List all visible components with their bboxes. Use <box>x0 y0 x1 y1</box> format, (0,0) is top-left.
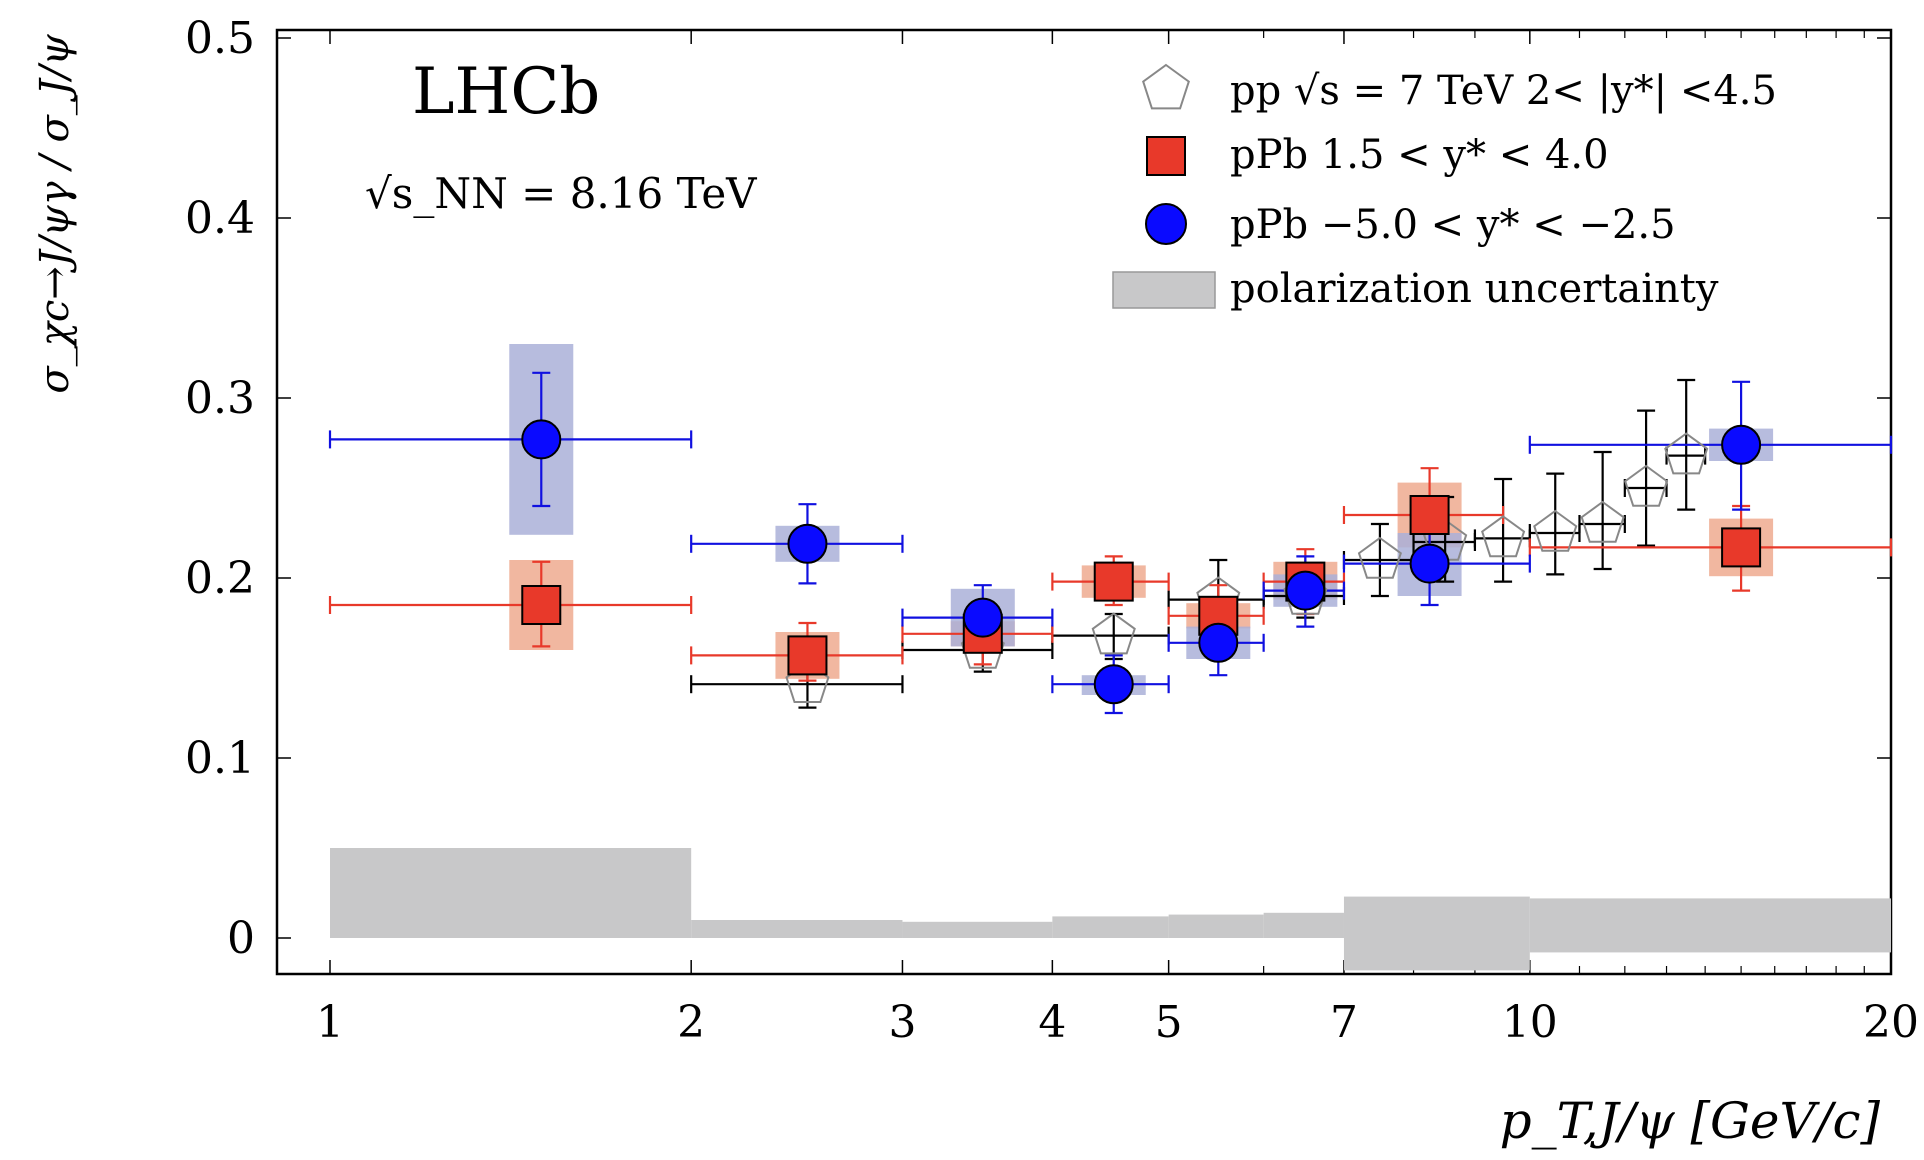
ppb-forward-data-point <box>787 635 828 676</box>
polarization-band-bin <box>1343 896 1530 971</box>
ppb-backward-data-point <box>787 523 828 564</box>
ppb-backward-data-point <box>521 419 562 460</box>
pp-data-point <box>1533 509 1578 552</box>
legend-label-pp: pp √s = 7 TeV 2< |y*| <4.5 <box>1230 68 1777 114</box>
x-axis-label: p_T,J/ψ [GeV/c] <box>1500 1092 1881 1150</box>
x-tick-label: 5 <box>1155 997 1183 1048</box>
ppb-backward-data-point <box>1409 543 1450 584</box>
ppb-backward-data-point <box>1721 424 1762 465</box>
legend-label-ppb-forward: pPb 1.5 < y* < 4.0 <box>1230 132 1609 178</box>
y-tick-label: 0.5 <box>185 13 255 64</box>
legend-marker-ppb-backward <box>1145 203 1187 245</box>
data-markers <box>521 419 1762 705</box>
ppb-forward-data-point <box>521 585 562 625</box>
pp-data-point <box>1624 464 1669 507</box>
systematic-boxes <box>509 344 1774 695</box>
tick-labels: 1 2 3 4 5 7 10 20 0 0.1 0.2 0.3 0.4 0.5 <box>185 13 1919 1048</box>
legend-label-polarization: polarization uncertainty <box>1230 266 1719 312</box>
y-axis-label-group: σ_χc→J/ψγ / σ_J/ψ <box>32 34 78 394</box>
y-tick-label: 0.2 <box>185 553 255 604</box>
polarization-band-bin <box>1529 898 1891 953</box>
pp-data-point <box>1091 612 1136 655</box>
ppb-forward-data-point <box>1093 561 1134 602</box>
polarization-band-bin <box>902 921 1053 938</box>
x-tick-label: 3 <box>888 997 916 1048</box>
ppb-forward-data-point <box>1721 527 1762 568</box>
pp-data-point <box>1664 432 1709 475</box>
pp-data-point <box>1580 500 1625 543</box>
pp-data-point <box>1481 515 1526 558</box>
ppb-forward-data-point <box>1409 495 1450 535</box>
ppb-backward-data-point <box>962 597 1003 638</box>
ppb-backward-data-point <box>1285 570 1326 611</box>
ppb-backward-data-point <box>1093 664 1134 705</box>
legend: pp √s = 7 TeV 2< |y*| <4.5 pPb 1.5 < y* … <box>1112 63 1777 312</box>
polarization-band <box>330 848 1891 971</box>
polarization-band-bin <box>330 848 692 938</box>
polarization-band-bin <box>1168 914 1264 938</box>
x-tick-label: 4 <box>1038 997 1066 1048</box>
x-tick-label: 10 <box>1502 997 1558 1048</box>
legend-marker-ppb-forward <box>1146 136 1186 176</box>
x-tick-label: 20 <box>1863 997 1919 1048</box>
legend-label-ppb-backward: pPb −5.0 < y* < −2.5 <box>1230 202 1676 248</box>
y-tick-label: 0 <box>227 913 255 964</box>
chart-subtitle: √s_NN = 8.16 TeV <box>365 169 757 218</box>
pp-data-point <box>1357 536 1402 579</box>
x-tick-label: 1 <box>316 997 344 1048</box>
legend-marker-pp <box>1142 63 1190 110</box>
y-tick-label: 0.4 <box>185 193 255 244</box>
y-axis-label: σ_χc→J/ψγ / σ_J/ψ <box>32 34 78 394</box>
polarization-band-bin <box>1052 916 1169 938</box>
x-tick-label: 7 <box>1330 997 1358 1048</box>
y-tick-label: 0.1 <box>185 733 255 784</box>
ppb-backward-data-point <box>1198 622 1239 663</box>
legend-marker-polarization <box>1112 271 1216 309</box>
polarization-band-bin <box>691 920 903 938</box>
chart-title: LHCb <box>412 55 600 129</box>
x-tick-label: 2 <box>677 997 705 1048</box>
y-tick-label: 0.3 <box>185 373 255 424</box>
polarization-band-bin <box>1263 912 1344 938</box>
plot-frame <box>275 28 1893 976</box>
